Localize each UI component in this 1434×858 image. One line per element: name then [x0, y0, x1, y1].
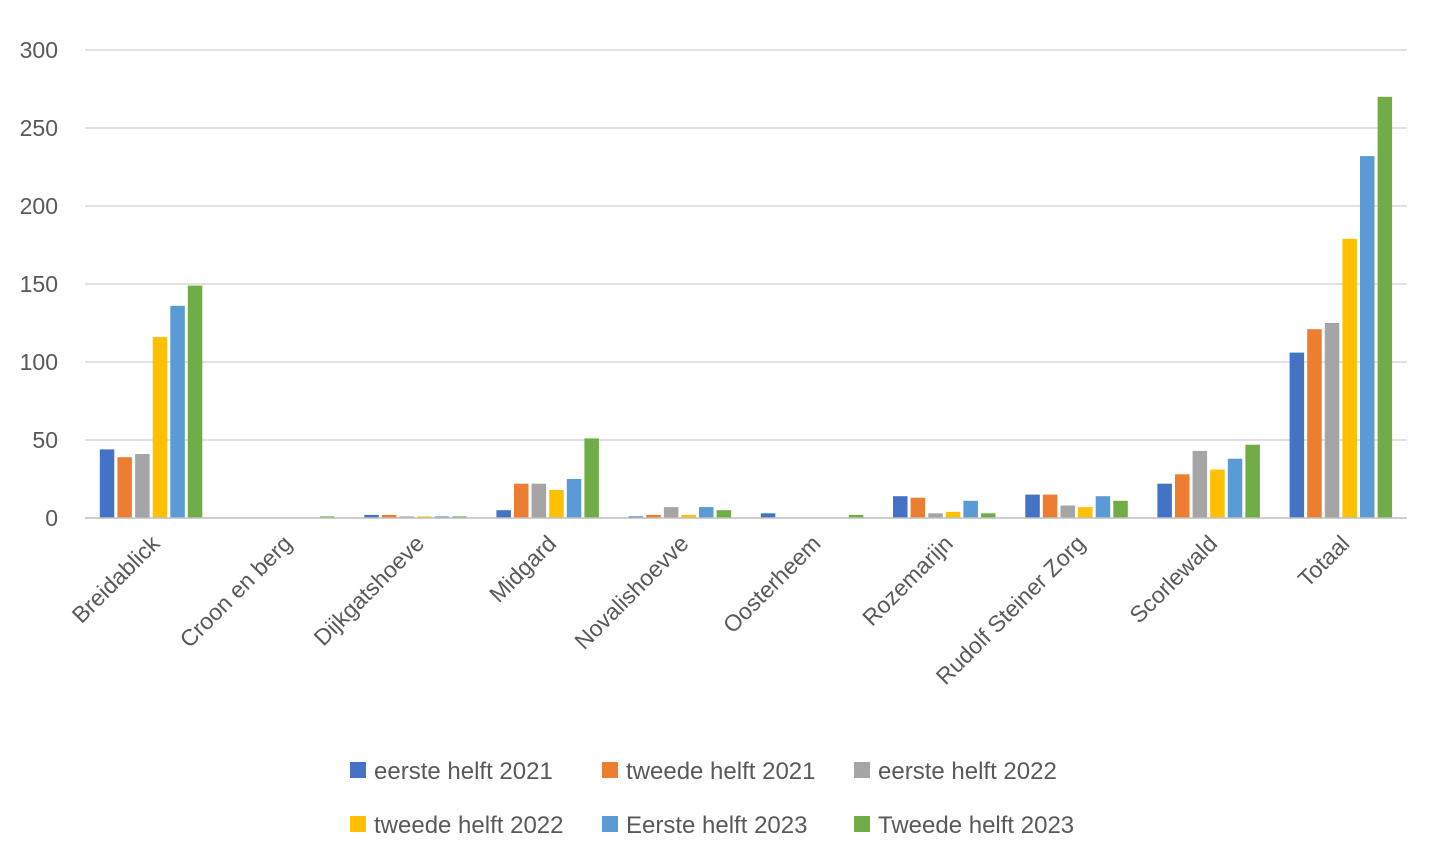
bar — [566, 479, 582, 518]
bar — [1342, 238, 1357, 519]
y-tick-label: 100 — [20, 349, 58, 375]
bar — [320, 516, 335, 518]
bar — [1210, 469, 1225, 518]
legend-swatch — [350, 816, 366, 832]
bar — [531, 483, 547, 518]
legend-label: tweede helft 2021 — [626, 758, 815, 785]
bar — [1192, 450, 1208, 518]
bar — [135, 454, 150, 518]
category-label: Croon en berg — [174, 530, 296, 652]
bar — [893, 496, 908, 518]
bar — [187, 285, 203, 518]
category-label: Totaal — [1293, 530, 1355, 592]
bar — [1289, 352, 1305, 518]
bar — [549, 489, 564, 518]
bar — [663, 507, 679, 518]
y-tick-label: 250 — [20, 115, 58, 141]
legend-swatch — [854, 816, 870, 832]
category-label: Midgard — [484, 530, 561, 607]
legend-label: eerste helft 2021 — [374, 758, 553, 785]
bar — [1227, 458, 1243, 518]
bar — [399, 516, 414, 518]
bar — [170, 305, 185, 518]
legend-label: eerste helft 2022 — [878, 758, 1057, 785]
y-tick-label: 50 — [32, 427, 58, 453]
legend-label: Eerste helft 2023 — [626, 812, 807, 839]
bar — [514, 483, 529, 518]
category-label: Novalishoevve — [569, 530, 693, 654]
category-label: Oosterheem — [718, 530, 826, 638]
bar — [1307, 329, 1322, 518]
bar — [760, 513, 776, 518]
y-axis-ticks: 0 50 100 150 200 250 300 — [20, 37, 58, 531]
category-label: Scorlewald — [1124, 530, 1222, 628]
bar — [1060, 505, 1075, 518]
bar — [1113, 500, 1128, 518]
bar — [848, 514, 864, 518]
bar — [364, 514, 379, 518]
category-label: Rozemarijn — [857, 530, 958, 631]
legend-label: tweede helft 2022 — [374, 812, 563, 839]
category-label: Rudolf Steiner Zorg — [931, 530, 1090, 689]
legend-swatch — [854, 762, 870, 778]
bar — [1324, 323, 1340, 518]
y-tick-label: 200 — [20, 193, 58, 219]
bar — [1078, 507, 1093, 518]
bar — [716, 510, 732, 518]
bar — [117, 457, 132, 518]
bar — [1025, 494, 1040, 518]
bar — [699, 507, 714, 518]
gridlines — [85, 49, 1407, 441]
category-labels: Breidablick Croon en berg Dijkgatshoeve Mid… — [67, 530, 1355, 690]
bar — [681, 514, 696, 518]
bar — [1175, 474, 1190, 518]
bar — [945, 511, 961, 518]
category-label: Dijkgatshoeve — [308, 530, 429, 651]
bar — [381, 514, 397, 518]
bars — [99, 96, 1393, 519]
bar — [496, 510, 511, 518]
bar — [417, 516, 432, 518]
legend: eerste helft 2021 tweede helft 2021 eerste… — [350, 758, 1074, 839]
bar — [152, 337, 168, 518]
y-tick-label: 0 — [45, 505, 58, 531]
bar — [981, 513, 996, 518]
bar — [1042, 494, 1058, 518]
bar — [963, 500, 978, 518]
bar — [452, 516, 467, 518]
bar — [434, 516, 450, 518]
legend-swatch — [602, 762, 618, 778]
bar — [1095, 496, 1111, 518]
bar — [584, 438, 599, 518]
bar — [628, 516, 644, 518]
bar — [1377, 96, 1393, 519]
bar — [1245, 444, 1260, 518]
bar — [646, 514, 661, 518]
y-tick-label: 300 — [20, 37, 58, 63]
legend-swatch — [350, 762, 366, 778]
legend-swatch — [602, 816, 618, 832]
bar — [928, 513, 943, 518]
bar — [1360, 156, 1375, 518]
bar — [910, 497, 926, 518]
legend-label: Tweede helft 2023 — [878, 812, 1074, 839]
y-tick-label: 150 — [20, 271, 58, 297]
bar — [1157, 483, 1172, 518]
category-label: Breidablick — [67, 530, 165, 628]
bar — [99, 449, 115, 518]
